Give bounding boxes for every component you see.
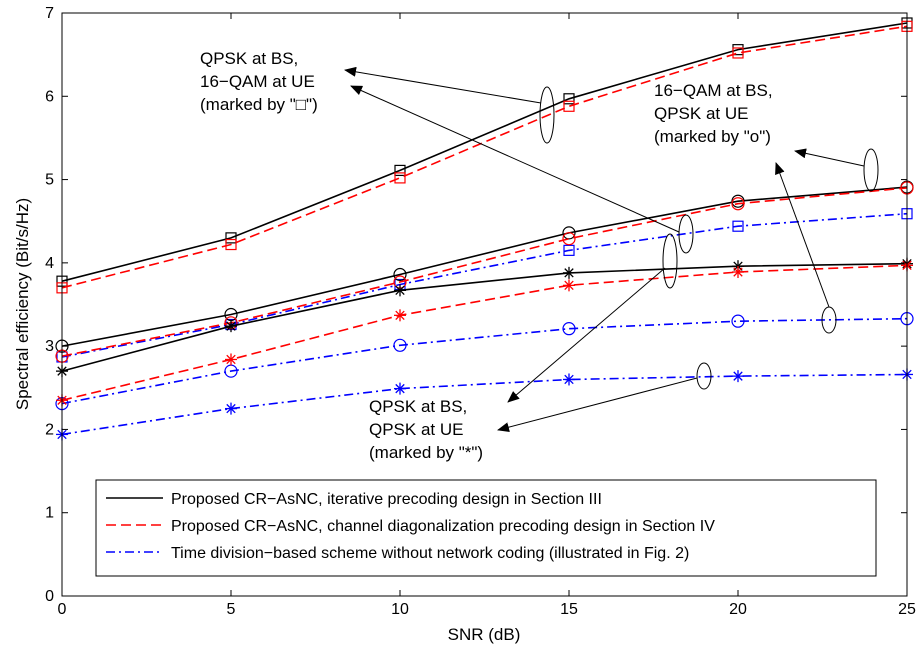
data-point-diagonalization-star xyxy=(225,353,237,365)
data-point-iterative-star xyxy=(225,320,237,332)
legend-label: Proposed CR−AsNC, channel diagonalizatio… xyxy=(171,518,715,535)
y-tick-label: 7 xyxy=(45,5,54,22)
series-line-iterative-square xyxy=(62,23,907,281)
data-point-time-division-star xyxy=(225,403,237,415)
legend: Proposed CR−AsNC, iterative precoding de… xyxy=(96,480,876,576)
series-line-diagonalization-star xyxy=(62,265,907,400)
data-point-diagonalization-star xyxy=(732,266,744,278)
annotation-arrow xyxy=(351,86,679,232)
group-ellipse-circle xyxy=(864,149,878,191)
annotation-circle-line: (marked by "o") xyxy=(654,127,771,146)
x-tick-label: 0 xyxy=(58,601,67,618)
y-tick-label: 1 xyxy=(45,505,54,522)
data-point-time-division-star xyxy=(563,373,575,385)
annotation-star-line: QPSK at UE xyxy=(369,420,463,439)
annotation-square-line: QPSK at BS, xyxy=(200,49,298,68)
series-line-iterative-circle xyxy=(62,187,907,346)
y-tick-label: 2 xyxy=(45,421,54,438)
data-point-time-division-star xyxy=(394,383,406,395)
annotation-star-line: QPSK at BS, xyxy=(369,397,467,416)
annotation-star-line: (marked by "*") xyxy=(369,443,483,462)
x-tick-label: 5 xyxy=(227,601,236,618)
annotation-arrow xyxy=(345,70,541,103)
data-point-diagonalization-square xyxy=(395,173,405,183)
x-tick-label: 20 xyxy=(729,601,747,618)
y-tick-label: 5 xyxy=(45,172,54,189)
y-axis-label: Spectral efficiency (Bit/s/Hz) xyxy=(13,198,32,410)
legend-label: Time division−based scheme without netwo… xyxy=(171,545,689,562)
data-point-time-division-star xyxy=(732,370,744,382)
y-tick-label: 4 xyxy=(45,255,54,272)
x-tick-label: 10 xyxy=(391,601,409,618)
annotation-circle-line: 16−QAM at BS, xyxy=(654,81,773,100)
x-tick-label: 25 xyxy=(898,601,916,618)
annotation-arrow xyxy=(776,163,829,307)
annotation-arrow xyxy=(498,378,697,430)
y-tick-label: 6 xyxy=(45,88,54,105)
y-tick-label: 3 xyxy=(45,338,54,355)
series-line-time-division-star xyxy=(62,375,907,435)
annotation-circle-line: QPSK at UE xyxy=(654,104,748,123)
data-point-iterative-star xyxy=(394,284,406,296)
data-point-iterative-star xyxy=(563,267,575,279)
x-axis-label: SNR (dB) xyxy=(448,625,521,644)
legend-label: Proposed CR−AsNC, iterative precoding de… xyxy=(171,491,602,508)
annotation-square-line: 16−QAM at UE xyxy=(200,72,315,91)
x-tick-label: 15 xyxy=(560,601,578,618)
series-line-time-division-square xyxy=(62,214,907,357)
annotation-arrow xyxy=(508,268,665,402)
annotation-arrow xyxy=(795,151,864,166)
plot-series xyxy=(56,18,913,440)
data-point-diagonalization-star xyxy=(394,309,406,321)
series-line-iterative-star xyxy=(62,264,907,371)
group-ellipse-star xyxy=(663,234,677,288)
data-point-diagonalization-square xyxy=(564,101,574,111)
data-point-diagonalization-star xyxy=(563,279,575,291)
annotation-square-line: (marked by "□") xyxy=(200,95,318,114)
y-tick-label: 0 xyxy=(45,588,54,605)
series-line-diagonalization-circle xyxy=(62,188,907,356)
